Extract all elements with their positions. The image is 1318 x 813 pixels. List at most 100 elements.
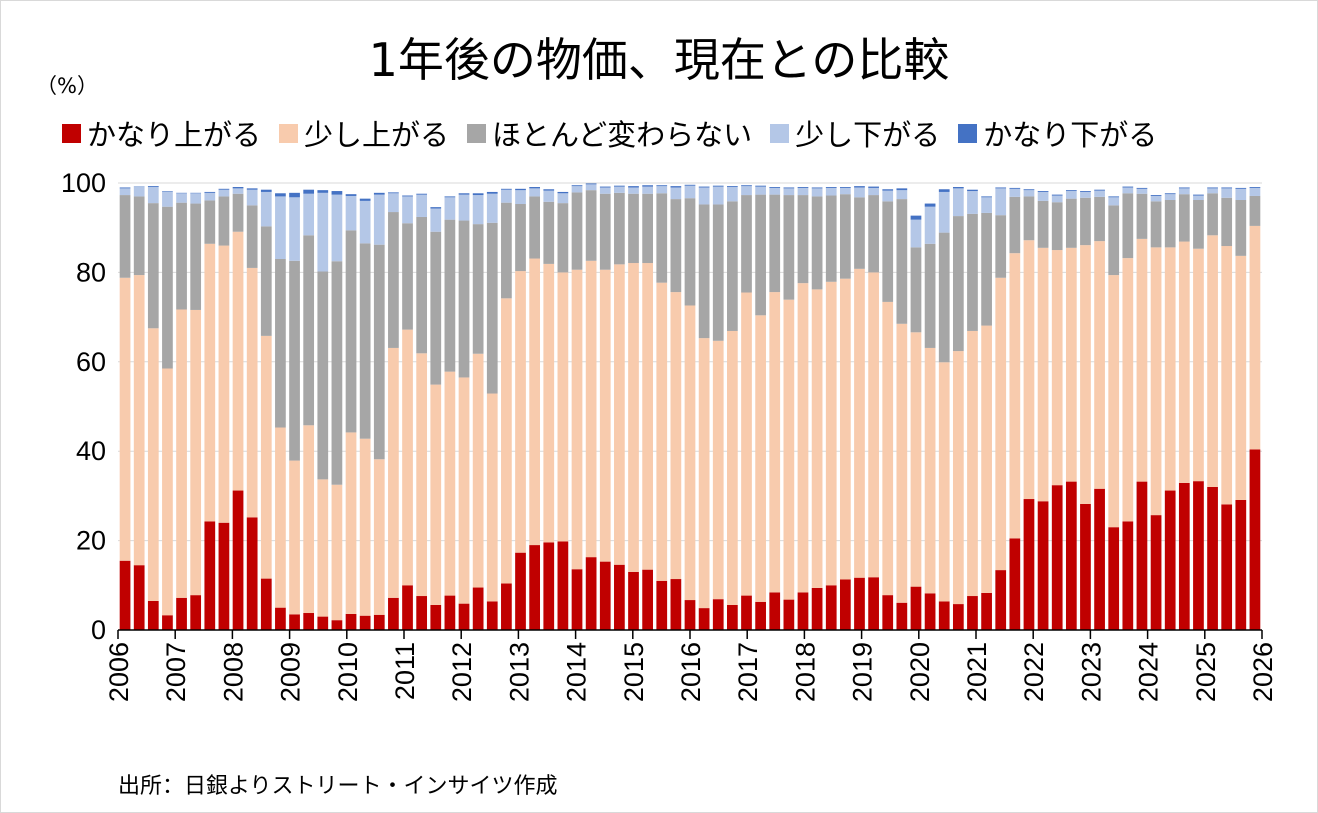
bar-segment	[331, 261, 343, 485]
bar-segment	[373, 194, 385, 245]
bar-segment	[1023, 499, 1035, 630]
bar-segment	[896, 323, 908, 603]
bar-segment	[839, 187, 851, 195]
bar-segment	[345, 194, 357, 196]
bar-segment	[670, 187, 682, 200]
bar-segment	[811, 188, 823, 197]
bar-segment	[684, 305, 696, 601]
bar-segment	[543, 263, 555, 543]
bar-segment	[289, 460, 300, 615]
bar-segment	[1009, 188, 1021, 197]
bar-segment	[218, 196, 230, 246]
bar-segment	[557, 203, 569, 273]
bar-stack	[317, 190, 329, 630]
bar-segment	[1065, 191, 1077, 199]
bar-segment	[1164, 247, 1176, 491]
bar-segment	[1178, 241, 1190, 483]
bar-stack	[232, 187, 244, 630]
bar-segment	[1080, 503, 1091, 630]
bar-stack	[755, 185, 766, 630]
legend-swatch	[279, 123, 299, 143]
bar-stack	[741, 185, 752, 630]
bar-segment	[896, 188, 908, 191]
bar-segment	[741, 186, 752, 196]
bar-segment	[303, 425, 315, 614]
bar-segment	[246, 267, 258, 518]
bar-segment	[910, 586, 922, 630]
bar-segment	[938, 189, 950, 192]
bar-segment	[1164, 199, 1176, 248]
bar-segment	[1207, 235, 1218, 487]
bar-stack	[882, 189, 894, 630]
bar-segment	[458, 193, 470, 195]
bar-stack	[656, 185, 668, 630]
bar-segment	[402, 329, 413, 586]
bar-stack	[275, 193, 286, 630]
bar-segment	[501, 583, 512, 630]
bar-segment	[444, 219, 456, 372]
bar-stack	[529, 187, 541, 630]
bar-segment	[260, 335, 272, 579]
bar-segment	[1108, 527, 1120, 630]
bar-segment	[289, 260, 300, 461]
bar-segment	[486, 191, 498, 194]
bar-stack	[1193, 194, 1204, 630]
bar-segment	[515, 204, 526, 272]
y-tick-label: 60	[76, 347, 106, 377]
bar-segment	[1207, 188, 1218, 194]
bar-segment	[1150, 195, 1162, 196]
bar-segment	[486, 222, 498, 394]
bar-segment	[232, 490, 244, 630]
bar-segment	[670, 292, 682, 580]
y-tick-label: 80	[76, 257, 106, 287]
bar-stack	[1178, 187, 1190, 630]
bar-segment	[1051, 250, 1063, 486]
bar-stack	[1051, 194, 1063, 630]
bar-stack	[444, 196, 456, 630]
bar-segment	[1235, 187, 1247, 189]
bar-segment	[303, 189, 315, 194]
bar-segment	[797, 592, 809, 630]
bar-stack	[1207, 187, 1218, 630]
x-tick-label: 2015	[619, 642, 649, 702]
bar-stack	[472, 193, 484, 630]
bar-stack	[331, 191, 343, 630]
bar-segment	[1094, 189, 1105, 191]
bar-segment	[981, 592, 992, 630]
bar-stack	[839, 187, 851, 630]
bar-segment	[938, 601, 950, 630]
bar-segment	[1249, 187, 1261, 188]
bar-segment	[1051, 485, 1063, 630]
x-tick-label: 2007	[161, 642, 191, 702]
legend-item: 少し下がる	[770, 112, 940, 154]
bar-stack	[854, 186, 865, 630]
bar-segment	[1122, 521, 1134, 630]
bar-segment	[882, 301, 894, 596]
bar-segment	[924, 347, 936, 594]
bar-stack	[119, 187, 131, 630]
bar-segment	[896, 199, 908, 324]
bar-segment	[416, 596, 428, 630]
bar-stack	[868, 186, 879, 630]
bar-segment	[317, 192, 329, 272]
bar-segment	[458, 603, 470, 630]
bar-stack	[1009, 187, 1021, 630]
bar-segment	[1221, 187, 1233, 189]
bar-segment	[981, 197, 992, 213]
bar-segment	[176, 202, 187, 310]
bar-segment	[529, 187, 541, 189]
bar-segment	[839, 579, 851, 630]
bar-stack	[133, 186, 145, 630]
bar-segment	[232, 187, 244, 189]
bar-stack	[1164, 193, 1176, 630]
bar-segment	[995, 570, 1007, 630]
bar-segment	[260, 191, 272, 227]
bar-segment	[1108, 275, 1120, 528]
bar-stack	[162, 191, 173, 630]
legend-swatch	[62, 123, 81, 143]
bar-segment	[670, 579, 682, 630]
bar-segment	[967, 596, 978, 630]
bar-stack	[896, 188, 908, 630]
bar-segment	[741, 195, 752, 293]
bar-segment	[260, 226, 272, 336]
